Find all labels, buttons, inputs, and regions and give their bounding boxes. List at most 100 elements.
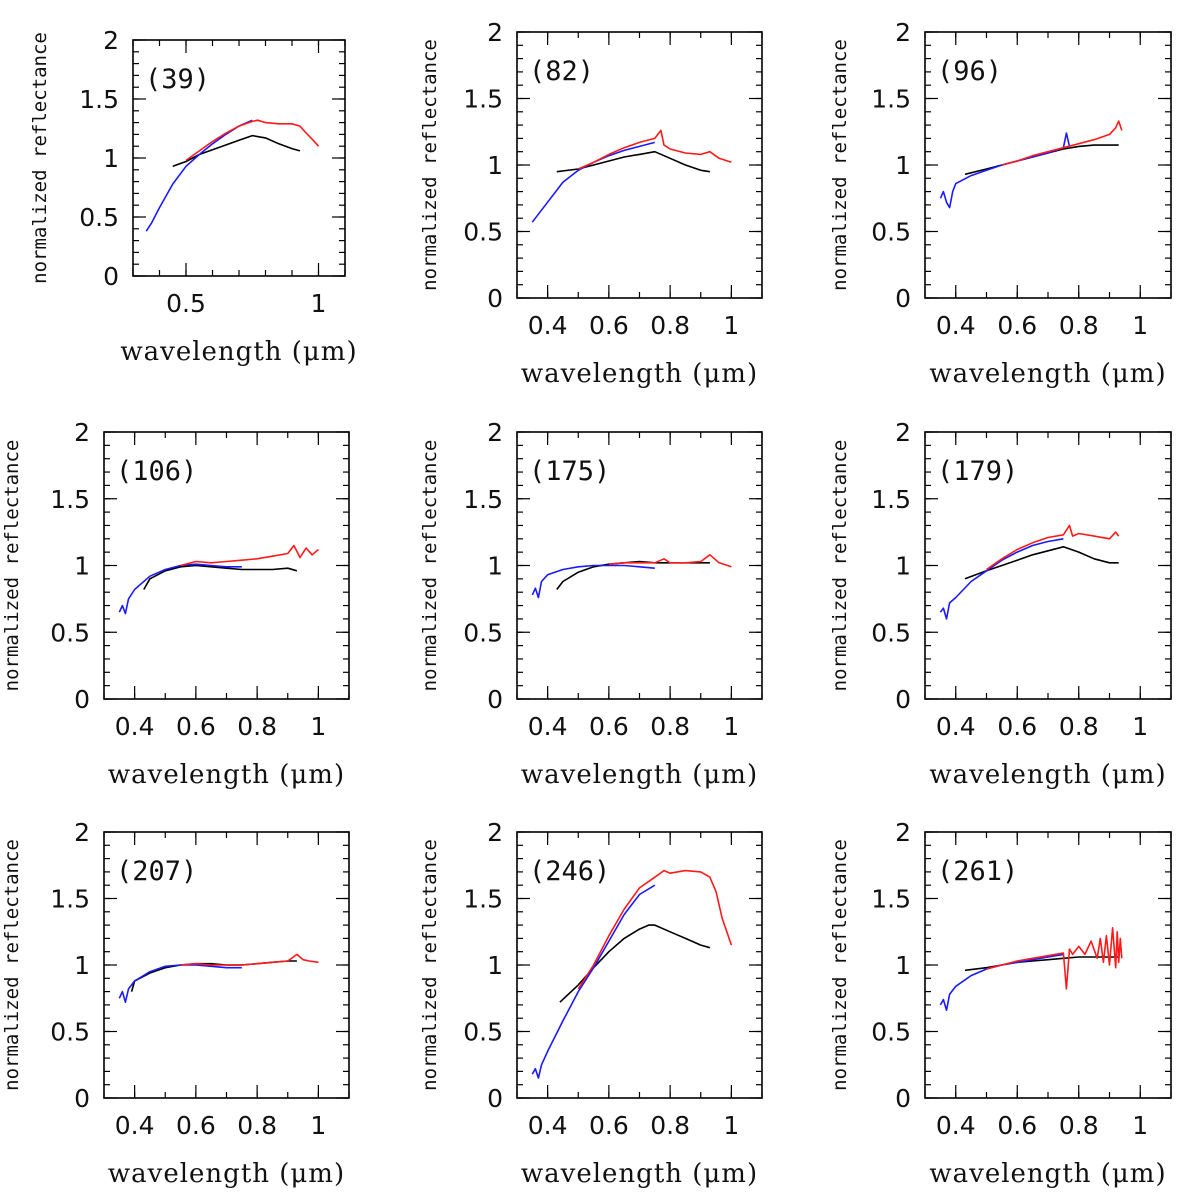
y-axis-label: normalized reflectance xyxy=(829,39,851,291)
x-tick-label: 1 xyxy=(1132,712,1148,741)
y-tick-label: 0 xyxy=(487,284,503,313)
x-axis-label: wavelength (μm) xyxy=(521,359,758,389)
series-red xyxy=(986,524,1120,571)
series-black xyxy=(964,546,1119,580)
series-black xyxy=(143,564,298,590)
series-red xyxy=(180,544,319,567)
x-tick-label: 1 xyxy=(1132,1111,1148,1140)
x-tick-label: 0.8 xyxy=(237,1111,277,1140)
y-tick-label: 1 xyxy=(895,151,911,180)
series-blue xyxy=(939,953,1064,1011)
panel-96: 0.4 0.6 0.8 1 0 0.5 1 1.5 2 (96) wavelength (μm) no… xyxy=(829,18,1172,389)
y-tick-label: 2 xyxy=(895,818,911,847)
y-tick-label: 1.5 xyxy=(463,485,503,514)
series-blue xyxy=(118,964,242,1003)
x-axis-label: wavelength (μm) xyxy=(929,760,1166,790)
x-tick-label: 0.4 xyxy=(528,712,568,741)
y-tick-label: 0.5 xyxy=(79,203,119,232)
y-tick-label: 1.5 xyxy=(871,885,911,914)
x-tick-label: 1 xyxy=(723,311,739,340)
panel-246: 0.4 0.6 0.8 1 0 0.5 1 1.5 2 (246) wavelength (μm) n… xyxy=(419,818,763,1189)
panel-label: (246) xyxy=(529,856,610,887)
panel-106: 0.4 0.6 0.8 1 0 0.5 1 1.5 2 (106) wavelength (μm) n… xyxy=(1,418,350,790)
y-axis-label: normalized reflectance xyxy=(829,839,851,1091)
y-tick-label: 0.5 xyxy=(50,1018,90,1047)
y-tick-label: 1 xyxy=(74,951,90,980)
x-axis-label: wavelength (μm) xyxy=(120,337,357,367)
x-tick-label: 0.6 xyxy=(589,311,629,340)
x-tick-label: 0.6 xyxy=(997,311,1037,340)
series-red xyxy=(577,129,732,170)
x-tick-label: 0.8 xyxy=(650,1111,690,1140)
y-tick-label: 0.5 xyxy=(871,618,911,647)
x-axis-label: wavelength (μm) xyxy=(929,359,1166,389)
x-tick-label: 1 xyxy=(311,289,327,318)
x-tick-label: 0.8 xyxy=(1059,1111,1099,1140)
y-tick-label: 0 xyxy=(74,1084,90,1113)
y-tick-label: 1 xyxy=(895,951,911,980)
y-tick-label: 0.5 xyxy=(871,218,911,247)
panel-label: (82) xyxy=(529,56,594,87)
x-tick-label: 1 xyxy=(310,1111,326,1140)
y-tick-label: 0 xyxy=(895,284,911,313)
series-red xyxy=(185,119,320,162)
y-tick-label: 0.5 xyxy=(463,1018,503,1047)
series-red xyxy=(577,869,733,990)
x-tick-label: 0.4 xyxy=(528,1111,568,1140)
y-tick-label: 1.5 xyxy=(871,485,911,514)
panel-label: (207) xyxy=(116,856,197,887)
y-axis-label: normalized reflectance xyxy=(1,839,23,1091)
x-tick-label: 0.8 xyxy=(650,712,690,741)
x-axis-label: wavelength (μm) xyxy=(108,760,345,790)
y-tick-label: 1 xyxy=(103,144,119,173)
y-tick-label: 2 xyxy=(895,18,911,47)
x-tick-label: 0.5 xyxy=(166,289,206,318)
x-tick-label: 0.4 xyxy=(528,311,568,340)
panel-207: 0.4 0.6 0.8 1 0 0.5 1 1.5 2 (207) wavelength (μm) n… xyxy=(1,818,350,1189)
panel-label: (175) xyxy=(529,456,610,487)
panel-label: (96) xyxy=(937,56,1002,87)
panel-label: (261) xyxy=(937,856,1018,887)
panel-82: 0.4 0.6 0.8 1 0 0.5 1 1.5 2 (82) wavelength (μm) no… xyxy=(419,18,763,389)
y-tick-label: 1.5 xyxy=(50,885,90,914)
x-axis-label: wavelength (μm) xyxy=(521,760,758,790)
x-tick-label: 0.4 xyxy=(115,1111,155,1140)
y-tick-label: 1.5 xyxy=(463,885,503,914)
y-tick-label: 0 xyxy=(103,262,119,291)
y-axis-label: normalized reflectance xyxy=(419,39,441,291)
y-tick-label: 1.5 xyxy=(871,85,911,114)
panel-label: (106) xyxy=(116,456,197,487)
series-blue xyxy=(531,564,655,599)
y-tick-label: 1 xyxy=(487,151,503,180)
series-black xyxy=(172,134,301,168)
y-tick-label: 0.5 xyxy=(871,1018,911,1047)
y-tick-label: 2 xyxy=(895,418,911,447)
x-tick-label: 1 xyxy=(723,1111,739,1140)
y-axis-label: normalized reflectance xyxy=(829,440,851,692)
y-tick-label: 0 xyxy=(487,1084,503,1113)
x-tick-label: 0.6 xyxy=(589,712,629,741)
x-axis-label: wavelength (μm) xyxy=(108,1159,345,1189)
series-blue xyxy=(531,884,656,1079)
x-tick-label: 0.6 xyxy=(997,712,1037,741)
series-blue xyxy=(939,132,1071,209)
y-tick-label: 0 xyxy=(487,685,503,714)
series-red xyxy=(1001,120,1123,166)
y-tick-label: 1.5 xyxy=(463,85,503,114)
series-red xyxy=(608,554,732,568)
y-tick-label: 0 xyxy=(74,685,90,714)
x-axis-label: wavelength (μm) xyxy=(521,1159,758,1189)
x-tick-label: 0.8 xyxy=(1059,311,1099,340)
x-tick-label: 1 xyxy=(723,712,739,741)
series-red xyxy=(986,927,1123,990)
y-tick-label: 2 xyxy=(74,818,90,847)
series-black xyxy=(556,150,711,173)
y-tick-label: 2 xyxy=(487,818,503,847)
panel-179: 0.4 0.6 0.8 1 0 0.5 1 1.5 2 (179) wavelength (μm) n… xyxy=(829,418,1172,790)
y-tick-label: 1 xyxy=(74,552,90,581)
y-tick-label: 2 xyxy=(74,418,90,447)
x-tick-label: 0.6 xyxy=(589,1111,629,1140)
x-tick-label: 0.8 xyxy=(237,712,277,741)
y-tick-label: 2 xyxy=(487,18,503,47)
y-tick-label: 1 xyxy=(487,552,503,581)
